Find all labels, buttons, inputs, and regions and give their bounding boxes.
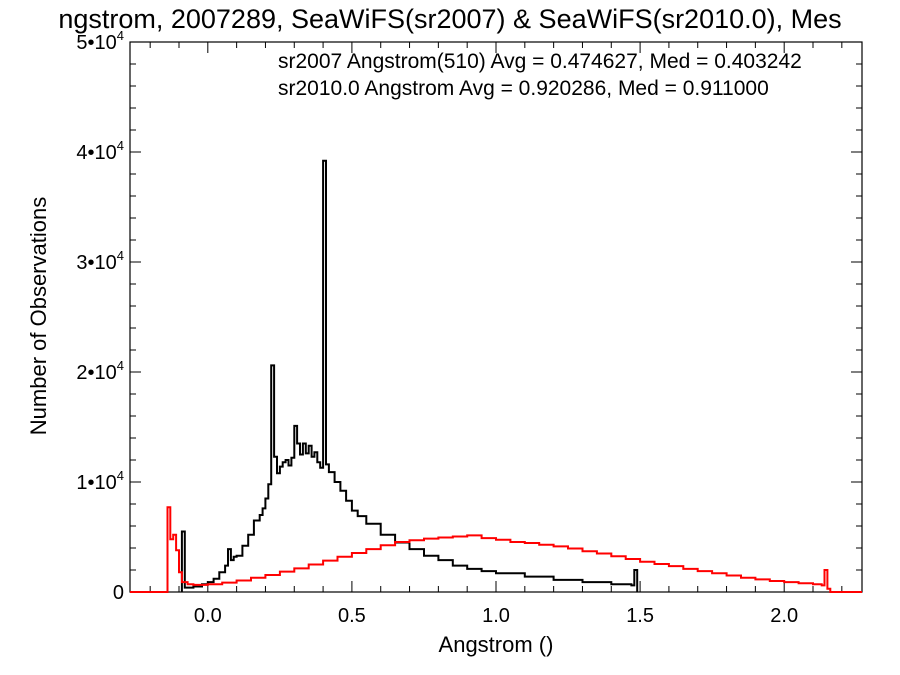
y-tick-mantissa: 5•10 <box>76 32 116 54</box>
axis-ticks <box>130 41 862 593</box>
tick-labels: 0.0 0.5 1.0 1.5 2.001•1042•1043•1044•1045•10… <box>76 28 798 627</box>
y-tick-label: 4•104 <box>76 138 124 164</box>
y-tick-label: 3•104 <box>76 248 124 274</box>
x-tick-label: 2.0 <box>770 605 798 627</box>
y-tick-exponent: 4 <box>117 138 124 153</box>
y-axis-label: Number of Observations <box>26 197 51 435</box>
series-sr2010-line <box>130 506 862 593</box>
x-tick-label: 0.5 <box>338 605 366 627</box>
plot-area-border <box>129 41 863 593</box>
x-tick-label: 1.0 <box>482 605 510 627</box>
y-tick-label: 2•104 <box>76 358 124 384</box>
legend-entry-sr2007: sr2007 Angstrom(510) Avg = 0.474627, Med… <box>278 50 802 73</box>
y-tick-mantissa: 2•10 <box>76 362 116 384</box>
x-axis-label: Angstrom () <box>439 632 554 657</box>
y-tick-exponent: 4 <box>117 358 124 373</box>
x-tick-label: 1.5 <box>626 605 654 627</box>
y-tick-exponent: 4 <box>117 468 124 483</box>
y-tick-exponent: 4 <box>117 28 124 43</box>
y-tick-label: 1•104 <box>76 468 124 494</box>
y-tick-mantissa: 4•10 <box>76 142 116 164</box>
chart-title: ngstrom, 2007289, SeaWiFS(sr2007) & SeaW… <box>58 4 841 34</box>
y-tick-mantissa: 1•10 <box>76 472 116 494</box>
legend-entry-sr2010: sr2010.0 Angstrom Avg = 0.920286, Med = … <box>278 77 769 100</box>
y-tick-mantissa: 0 <box>113 582 124 604</box>
plot-frame <box>129 41 863 593</box>
y-tick-exponent: 4 <box>117 248 124 263</box>
y-tick-label: 0 <box>113 582 124 604</box>
series-layer <box>130 159 862 593</box>
series-sr2007-line <box>180 159 639 592</box>
x-tick-label: 0.0 <box>194 605 222 627</box>
y-tick-label: 5•104 <box>76 28 124 54</box>
y-tick-mantissa: 3•10 <box>76 252 116 274</box>
